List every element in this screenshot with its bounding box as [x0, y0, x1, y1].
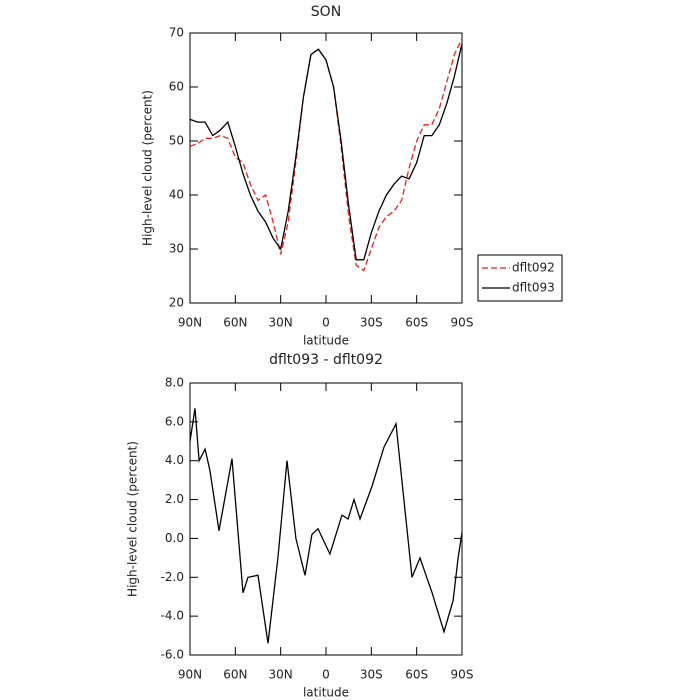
- x-tick-label: 90S: [451, 316, 474, 330]
- y-tick-label: 2.0: [165, 492, 184, 506]
- chart-title: dflt093 - dflt092: [269, 352, 383, 368]
- x-tick-label: 0: [322, 316, 330, 330]
- x-tick-label: 30S: [360, 668, 383, 682]
- x-tick-label: 30N: [269, 668, 293, 682]
- legend-box: [477, 254, 563, 302]
- x-tick-label: 60N: [223, 316, 247, 330]
- x-tick-label: 0: [322, 668, 330, 682]
- y-tick-label: 40: [169, 188, 184, 202]
- y-tick-label: 30: [169, 242, 184, 256]
- x-axis-label: latitude: [303, 686, 349, 700]
- x-tick-label: 60N: [223, 668, 247, 682]
- y-tick-label: -4.0: [161, 609, 184, 623]
- y-tick-label: 20: [169, 296, 184, 310]
- x-tick-label: 60S: [405, 668, 428, 682]
- y-tick-label: 70: [169, 26, 184, 40]
- y-tick-label: 60: [169, 80, 184, 94]
- y-axis-label: High-level cloud (percent): [141, 90, 155, 246]
- x-tick-label: 30S: [360, 316, 383, 330]
- y-tick-label: -6.0: [161, 648, 184, 662]
- data-line: [189, 38, 463, 272]
- y-tick-label: -2.0: [161, 570, 184, 584]
- x-tick-label: 90N: [178, 668, 202, 682]
- y-axis-label: High-level cloud (percent): [126, 441, 140, 597]
- chart-title: SON: [311, 4, 341, 20]
- data-line: [189, 43, 463, 261]
- y-tick-label: 50: [169, 134, 184, 148]
- y-tick-label: 6.0: [165, 414, 184, 428]
- y-tick-label: 0.0: [165, 531, 184, 545]
- x-tick-label: 30N: [269, 316, 293, 330]
- x-tick-label: 90N: [178, 316, 202, 330]
- plot-frame: [189, 382, 463, 656]
- x-tick-label: 90S: [451, 668, 474, 682]
- x-axis-label: latitude: [303, 334, 349, 348]
- legend-label: dflt092: [512, 261, 555, 275]
- x-tick-label: 60S: [405, 316, 428, 330]
- y-tick-label: 4.0: [165, 453, 184, 467]
- y-tick-label: 8.0: [165, 376, 184, 390]
- plot-frame: [189, 32, 463, 304]
- legend-label: dflt093: [512, 281, 555, 295]
- data-line: [189, 408, 463, 644]
